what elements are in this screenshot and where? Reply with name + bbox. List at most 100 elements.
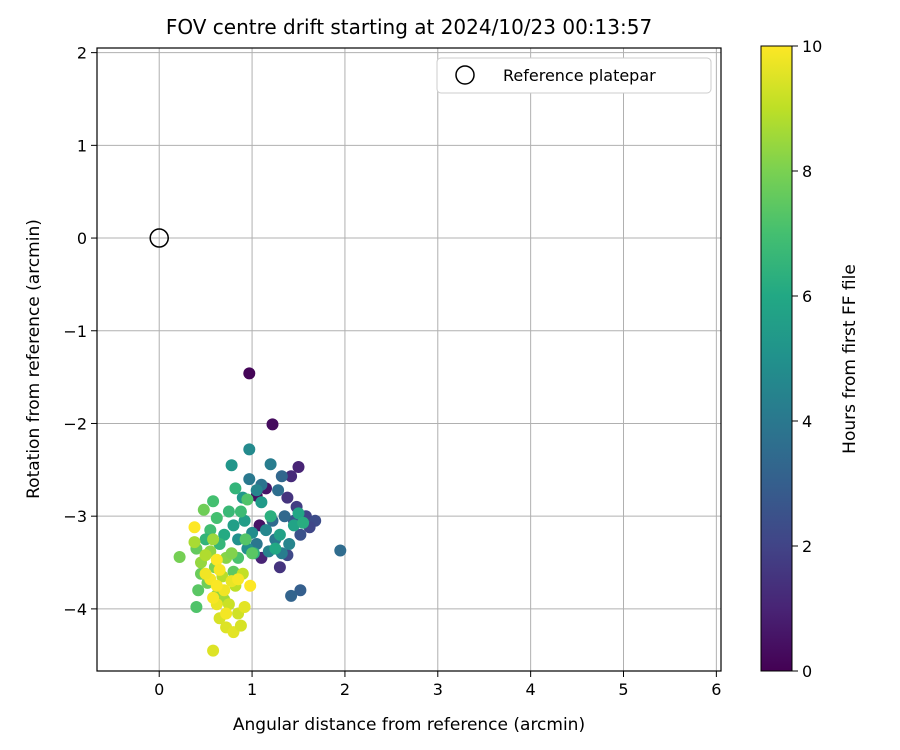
data-point [278, 510, 291, 523]
data-point [246, 547, 259, 560]
y-axis-label: Rotation from reference (arcmin) [24, 219, 44, 499]
data-point [250, 484, 263, 497]
data-point [222, 505, 235, 518]
plot-background [97, 48, 721, 671]
data-point [273, 561, 286, 574]
colorbar-ticks: 0 2 4 6 8 10 [792, 37, 822, 681]
data-point [292, 507, 305, 520]
data-point [204, 524, 217, 537]
colorbar-gradient [760, 45, 793, 672]
x-tick-label: 4 [526, 680, 536, 699]
data-point [243, 443, 256, 456]
colorbar-label: Hours from first FF file [840, 264, 860, 454]
data-point [207, 533, 220, 546]
y-tick-label: −2 [63, 414, 87, 433]
data-point [207, 644, 220, 657]
x-axis-label: Angular distance from reference (arcmin) [233, 715, 585, 735]
data-point [292, 461, 305, 473]
data-point [264, 510, 277, 523]
data-point [207, 495, 220, 508]
data-point [199, 549, 212, 562]
colorbar-tick-label: 2 [802, 537, 812, 556]
data-point [238, 514, 251, 527]
data-point [241, 493, 254, 506]
data-point [222, 598, 235, 611]
data-point [334, 544, 347, 557]
data-point [283, 538, 296, 550]
data-point [294, 528, 307, 541]
data-point [281, 491, 294, 504]
x-tick-label: 2 [340, 680, 350, 699]
data-point [243, 473, 256, 486]
data-point [234, 505, 247, 518]
data-point [264, 458, 277, 471]
data-point [210, 512, 223, 524]
grid-lines [97, 48, 721, 671]
x-tick-label: 3 [433, 680, 443, 699]
x-tick-label: 0 [154, 680, 164, 699]
x-tick-label: 5 [618, 680, 628, 699]
data-point [255, 496, 268, 509]
data-point [243, 367, 256, 380]
colorbar-tick-label: 6 [802, 287, 812, 306]
data-point [220, 607, 233, 620]
data-point [244, 579, 257, 592]
data-point [297, 516, 310, 529]
data-point [260, 524, 272, 537]
data-point [225, 459, 238, 472]
y-tick-label: −3 [63, 507, 87, 526]
data-point [192, 584, 205, 597]
data-point [269, 542, 282, 555]
data-point [197, 503, 210, 516]
data-point [239, 533, 252, 546]
x-tick-label: 6 [711, 680, 721, 699]
data-point [273, 528, 286, 541]
legend-entry-reference: Reference platepar [503, 66, 656, 85]
data-point [294, 584, 307, 597]
data-point [232, 573, 245, 586]
data-point [210, 553, 223, 566]
plot-frame [96, 47, 722, 672]
y-tick-label: 2 [77, 44, 87, 63]
y-tick-label: −1 [63, 322, 87, 341]
y-axis-ticks: 2 1 0 −1 −2 −3 −4 [63, 44, 97, 619]
data-point [250, 538, 263, 550]
data-point [225, 547, 238, 560]
chart-title: FOV centre drift starting at 2024/10/23 … [166, 15, 652, 39]
data-point [272, 484, 285, 497]
x-tick-label: 1 [247, 680, 257, 699]
data-point [275, 470, 288, 483]
data-point [234, 619, 247, 632]
legend: Reference platepar [436, 57, 712, 94]
data-point [188, 521, 201, 534]
colorbar-tick-label: 8 [802, 162, 812, 181]
data-point [199, 567, 212, 580]
colorbar-tick-label: 0 [802, 662, 812, 681]
legend-marker-icon [455, 65, 475, 85]
data-point [287, 519, 300, 532]
y-tick-label: −4 [63, 600, 87, 619]
data-point [227, 519, 240, 532]
data-point [229, 482, 242, 495]
x-axis-ticks: 0 1 2 3 4 5 6 [154, 671, 721, 699]
legend-box [436, 57, 712, 94]
data-point [218, 528, 231, 541]
data-point [266, 418, 279, 431]
data-point [190, 601, 203, 613]
y-tick-label: 0 [77, 229, 87, 248]
colorbar-tick-label: 4 [802, 412, 812, 431]
data-point [285, 589, 298, 602]
data-point [213, 563, 226, 576]
data-point [210, 579, 223, 592]
data-point [238, 601, 251, 613]
data-points [173, 367, 347, 657]
reference-platepar-marker [149, 228, 169, 248]
colorbar: 0 2 4 6 8 10 Hours from first FF file [760, 37, 860, 681]
y-tick-label: 1 [77, 136, 87, 155]
data-point [188, 536, 201, 549]
data-point [173, 551, 186, 563]
colorbar-tick-label: 10 [802, 37, 822, 56]
data-point [207, 591, 220, 604]
data-point [285, 470, 298, 483]
